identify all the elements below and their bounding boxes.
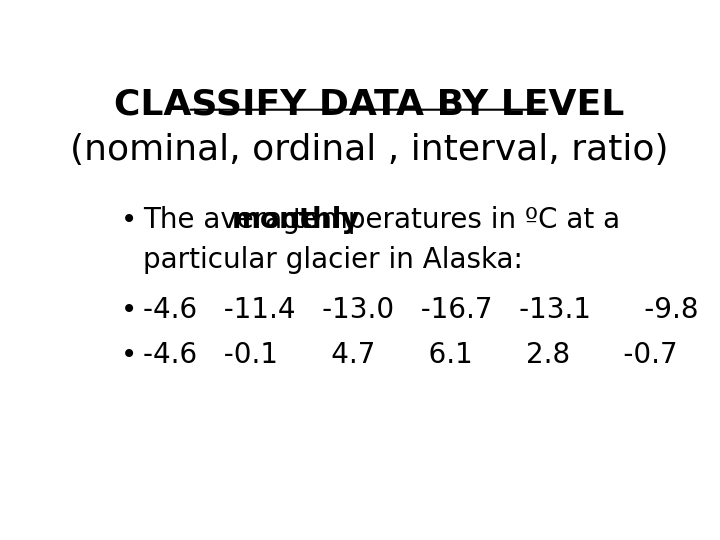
Text: •: • (121, 295, 137, 323)
Text: -4.6   -11.4   -13.0   -16.7   -13.1      -9.8: -4.6 -11.4 -13.0 -16.7 -13.1 -9.8 (143, 295, 698, 323)
Text: monthly: monthly (232, 206, 360, 234)
Text: (nominal, ordinal , interval, ratio): (nominal, ordinal , interval, ratio) (70, 133, 668, 167)
Text: particular glacier in Alaska:: particular glacier in Alaska: (143, 246, 523, 274)
Text: The average: The average (143, 206, 325, 234)
Text: -4.6   -0.1      4.7      6.1      2.8      -0.7: -4.6 -0.1 4.7 6.1 2.8 -0.7 (143, 341, 678, 369)
Text: •: • (121, 341, 137, 369)
Text: •: • (121, 206, 137, 234)
Text: CLASSIFY DATA BY LEVEL: CLASSIFY DATA BY LEVEL (114, 87, 624, 122)
Text: temperatures in ºC at a: temperatures in ºC at a (284, 206, 620, 234)
